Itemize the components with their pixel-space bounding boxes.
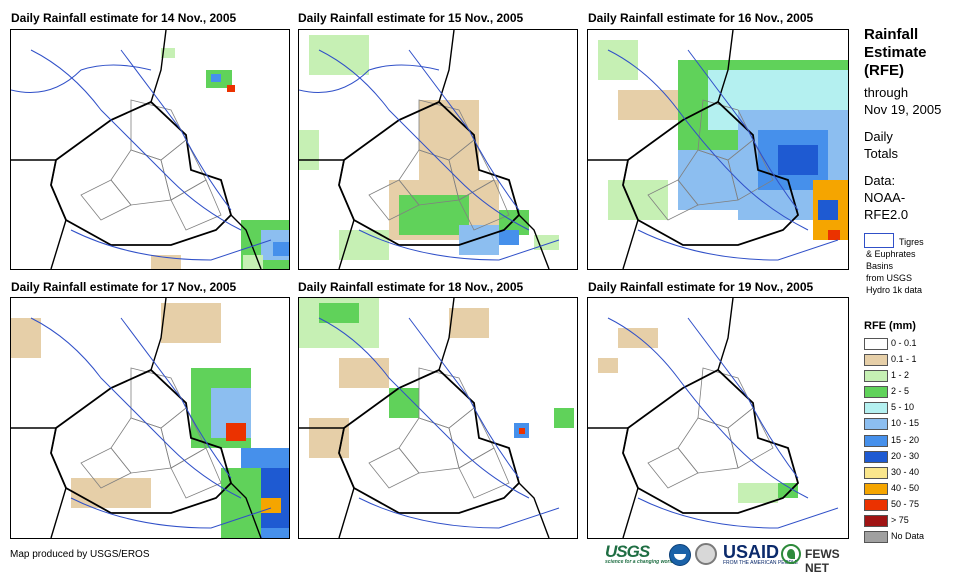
fews-net-logo: FEWS NET <box>805 547 840 575</box>
map-14-nov[interactable] <box>10 29 290 270</box>
legend-swatch <box>864 338 888 350</box>
noaa-logo <box>669 544 691 566</box>
panel-title-19: Daily Rainfall estimate for 19 Nov., 200… <box>588 280 814 294</box>
legend-label: 2 - 5 <box>891 386 910 397</box>
panel-title-17: Daily Rainfall estimate for 17 Nov., 200… <box>11 280 237 294</box>
legend-heading: Rainfall Estimate (RFE) <box>864 26 927 80</box>
basin-legend-text: Tigres & Euphrates Basins from USGS Hydr… <box>866 236 924 296</box>
legend-label: 15 - 20 <box>891 434 920 445</box>
legend-swatch <box>864 402 888 415</box>
usgs-logo: USGS science for a changing world <box>605 542 674 565</box>
logo-strip: USGS science for a changing world USAID … <box>605 542 865 575</box>
legend-label: > 75 <box>891 515 909 526</box>
data-source-line: Data: <box>864 173 896 188</box>
usgs-logo-text: USGS <box>605 542 650 561</box>
period-line: Nov 19, 2005 <box>864 102 942 117</box>
map-18-nov[interactable] <box>298 297 578 539</box>
legend-label: 10 - 15 <box>891 418 920 429</box>
legend-label: 40 - 50 <box>891 482 920 493</box>
map-16-nov[interactable] <box>587 29 849 270</box>
legend-swatch <box>864 531 888 544</box>
basin-line: Tigres <box>899 237 924 247</box>
legend-swatch <box>864 482 888 495</box>
seal-logo <box>695 543 717 565</box>
basin-line: from USGS <box>866 273 913 283</box>
map-17-nov[interactable] <box>10 297 290 539</box>
legend-swatch <box>864 354 888 367</box>
legend-heading-line: Rainfall <box>864 26 919 43</box>
legend-label: 0 - 0.1 <box>891 338 917 348</box>
panel-title-18: Daily Rainfall estimate for 18 Nov., 200… <box>298 280 524 294</box>
legend-label: No Data <box>891 531 925 542</box>
legend-label: 1 - 2 <box>891 370 910 381</box>
period-text: through Nov 19, 2005 <box>864 84 941 118</box>
legend-swatch <box>864 434 888 447</box>
legend-swatch <box>864 466 888 479</box>
usaid-logo: USAID FROM THE AMERICAN PEOPLE <box>723 542 798 566</box>
panel-title-16: Daily Rainfall estimate for 16 Nov., 200… <box>588 11 814 25</box>
legend-label: 5 - 10 <box>891 402 915 413</box>
usaid-tagline: FROM THE AMERICAN PEOPLE <box>723 560 798 566</box>
data-source-line: RFE2.0 <box>864 207 909 222</box>
fews-net-icon <box>781 544 801 564</box>
legend-swatch <box>864 515 888 528</box>
legend-label: 20 - 30 <box>891 450 920 461</box>
legend-label: 30 - 40 <box>891 466 920 477</box>
period-line: through <box>864 85 909 100</box>
legend-heading-line: Estimate <box>864 44 927 61</box>
data-source-line: NOAA- <box>864 190 906 205</box>
legend-label: 50 - 75 <box>891 498 920 509</box>
totals-line: Daily <box>864 129 893 144</box>
basin-line: & Euphrates <box>866 249 916 259</box>
usaid-logo-text: USAID <box>723 542 780 562</box>
legend-swatch <box>864 386 888 399</box>
data-source-text: Data: NOAA- RFE2.0 <box>864 172 908 223</box>
map-15-nov[interactable] <box>298 29 578 270</box>
legend-swatch <box>864 370 888 383</box>
totals-line: Totals <box>864 146 898 161</box>
basin-line: Basins <box>866 261 894 271</box>
legend-label: 0.1 - 1 <box>891 354 917 365</box>
legend-swatch <box>864 498 888 511</box>
panel-title-14: Daily Rainfall estimate for 14 Nov., 200… <box>11 11 237 25</box>
legend-heading-line: (RFE) <box>864 62 904 79</box>
rfe-legend-title: RFE (mm) <box>864 320 916 332</box>
basin-swatch <box>864 233 894 248</box>
map-credit: Map produced by USGS/EROS <box>10 549 150 560</box>
map-19-nov[interactable] <box>587 297 849 539</box>
totals-text: Daily Totals <box>864 128 898 162</box>
usgs-tagline: science for a changing world <box>605 559 674 565</box>
basin-line: Hydro 1k data <box>866 285 923 295</box>
panel-title-15: Daily Rainfall estimate for 15 Nov., 200… <box>298 11 524 25</box>
legend-swatch <box>864 418 888 431</box>
legend-swatch <box>864 450 888 463</box>
